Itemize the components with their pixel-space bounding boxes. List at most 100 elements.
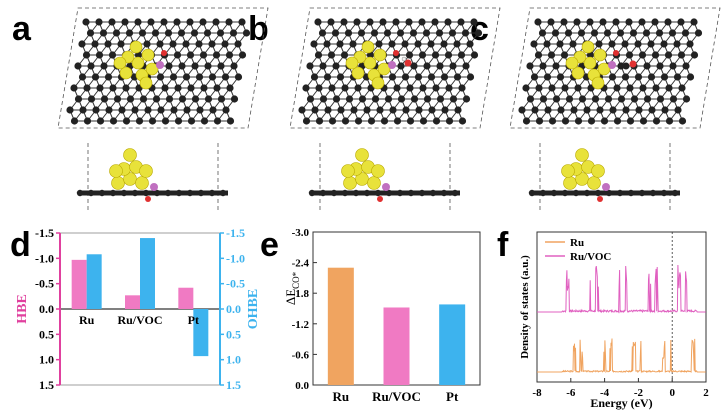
- carbon-atom: [199, 18, 207, 26]
- carbon-atom: [431, 18, 439, 26]
- carbon-atom: [440, 40, 448, 48]
- ru-atom: [131, 56, 145, 70]
- carbon-atom-side: [594, 189, 602, 197]
- carbon-atom: [328, 84, 336, 92]
- carbon-atom: [674, 106, 682, 114]
- carbon-atom-side: [197, 189, 205, 197]
- carbon-atom: [122, 117, 131, 125]
- carbon-atom-side: [153, 189, 161, 197]
- carbon-atom: [616, 29, 625, 37]
- carbon-atom: [376, 106, 384, 114]
- ru-atom-side: [563, 176, 577, 190]
- carbon-atom: [673, 40, 681, 48]
- carbon-atom: [177, 29, 186, 37]
- carbon-atom: [418, 51, 427, 59]
- carbon-atom: [314, 51, 323, 59]
- ru-atom: [141, 48, 155, 62]
- ru-atom: [345, 56, 359, 70]
- carbon-atom: [396, 29, 405, 37]
- carbon-atom: [677, 51, 686, 59]
- carbon-atom: [340, 51, 349, 59]
- carbon-atom: [109, 117, 118, 125]
- carbon-atom: [436, 95, 445, 103]
- carbon-atom: [78, 40, 86, 48]
- carbon-atom: [423, 62, 431, 70]
- x-tick-label: -8: [532, 387, 542, 399]
- carbon-atom: [570, 106, 578, 114]
- right-tick-label: -1.0: [226, 251, 245, 265]
- carbon-atom: [449, 62, 457, 70]
- carbon-atom: [686, 40, 694, 48]
- carbon-atom: [311, 106, 319, 114]
- ru-atom-side: [343, 176, 357, 190]
- carbon-atom: [108, 51, 117, 59]
- structure-illustrations: [57, 7, 721, 213]
- carbon-atom: [134, 18, 142, 26]
- carbon-atom: [353, 18, 361, 26]
- carbon-atom-side: [175, 189, 183, 197]
- ru-atom-side: [367, 176, 381, 190]
- carbon-atom: [160, 18, 168, 26]
- right-tick-label: -0.5: [226, 277, 245, 291]
- carbon-atom: [656, 95, 665, 103]
- carbon-atom: [298, 106, 306, 114]
- v-atom: [156, 61, 164, 69]
- carbon-atom: [638, 18, 646, 26]
- panel-letter-d: d: [10, 226, 31, 264]
- carbon-atom: [357, 29, 366, 37]
- carbon-atom: [225, 18, 233, 26]
- right-tick-label: -1.5: [226, 226, 245, 240]
- carbon-atom: [552, 95, 561, 103]
- y-tick-label: 0.0: [295, 380, 309, 392]
- carbon-atom: [445, 117, 454, 125]
- carbon-atom: [522, 117, 531, 125]
- carbon-atom: [208, 73, 217, 81]
- carbon-atom: [651, 51, 660, 59]
- carbon-atom-side: [120, 189, 128, 197]
- carbon-atom: [302, 84, 310, 92]
- carbon-atom: [655, 29, 664, 37]
- carbon-atom: [226, 84, 234, 92]
- carbon-atom: [310, 73, 319, 81]
- carbon-atom: [306, 95, 315, 103]
- carbon-atom: [449, 95, 458, 103]
- carbon-atom: [315, 84, 323, 92]
- carbon-atom: [225, 51, 234, 59]
- carbon-atom: [331, 29, 340, 37]
- carbon-atom: [617, 62, 625, 70]
- carbon-atom: [526, 62, 534, 70]
- carbon-atom-side: [539, 189, 547, 197]
- ru-atom: [597, 62, 611, 76]
- carbon-atom: [152, 95, 161, 103]
- legend-label-1: Ru/VOC: [570, 251, 611, 263]
- carbon-atom: [238, 18, 246, 26]
- ru-atom: [113, 56, 127, 70]
- carbon-atom: [603, 29, 612, 37]
- carbon-atom-side: [616, 189, 624, 197]
- ru-atom: [119, 66, 133, 80]
- carbon-atom: [535, 84, 543, 92]
- carbon-atom: [406, 117, 415, 125]
- carbon-atom: [561, 117, 570, 125]
- carbon-atom: [635, 106, 643, 114]
- y-tick-label: -2.4: [292, 258, 310, 270]
- carbon-atom: [195, 40, 203, 48]
- carbon-atom: [195, 73, 204, 81]
- carbon-atom: [332, 95, 341, 103]
- ru-atom: [571, 66, 585, 80]
- ru-atom: [145, 62, 159, 76]
- ru-atom-side: [109, 164, 123, 178]
- carbon-atom: [230, 62, 238, 70]
- o-atom-side: [377, 196, 383, 202]
- carbon-atom: [457, 51, 466, 59]
- carbon-atom: [651, 18, 659, 26]
- carbon-atom: [634, 40, 642, 48]
- carbon-atom: [556, 73, 565, 81]
- carbon-atom-side: [583, 189, 591, 197]
- carbon-atom: [78, 73, 87, 81]
- bar-Pt-ohbe: [193, 309, 209, 357]
- ru-atom: [373, 48, 387, 62]
- carbon-atom: [190, 29, 199, 37]
- carbon-atom: [221, 40, 229, 48]
- carbon-atom: [196, 106, 204, 114]
